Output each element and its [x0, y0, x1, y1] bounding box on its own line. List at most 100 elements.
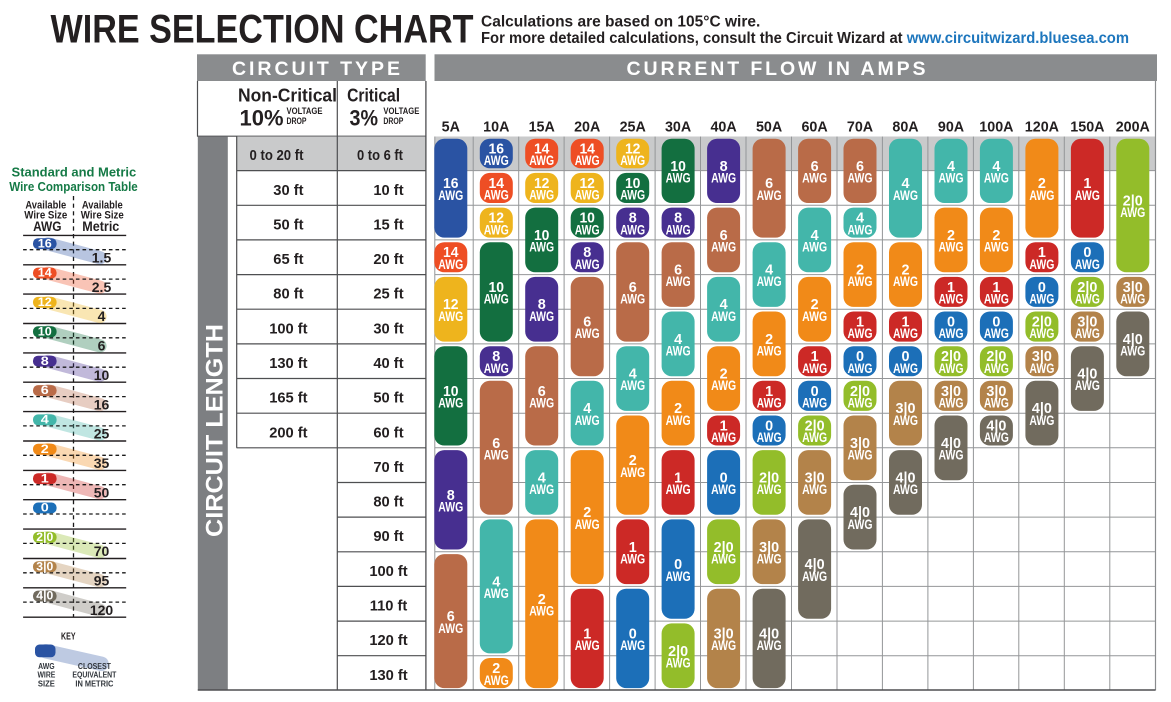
- svg-text:10%: 10%: [240, 105, 284, 130]
- svg-text:20 ft: 20 ft: [373, 252, 403, 268]
- svg-text:5A: 5A: [442, 120, 460, 136]
- svg-text:6: 6: [629, 279, 637, 296]
- svg-text:12: 12: [489, 210, 505, 227]
- svg-text:3|0: 3|0: [1032, 348, 1052, 365]
- svg-text:2|0: 2|0: [941, 348, 961, 365]
- svg-text:AWG: AWG: [711, 482, 736, 497]
- svg-text:35: 35: [94, 455, 110, 471]
- svg-text:2: 2: [902, 262, 910, 279]
- svg-text:70A: 70A: [847, 120, 873, 136]
- svg-text:10: 10: [489, 279, 505, 296]
- svg-text:80 ft: 80 ft: [373, 495, 403, 511]
- svg-text:AWG: AWG: [939, 292, 964, 307]
- svg-text:3|0: 3|0: [1123, 279, 1143, 296]
- svg-text:4: 4: [674, 331, 683, 348]
- svg-text:EQUIVALENT: EQUIVALENT: [72, 671, 116, 680]
- svg-text:AWG: AWG: [939, 240, 964, 255]
- svg-text:25 ft: 25 ft: [373, 287, 403, 303]
- svg-text:0: 0: [41, 503, 49, 515]
- svg-text:3|0: 3|0: [850, 435, 870, 452]
- svg-text:1: 1: [811, 348, 819, 365]
- svg-text:AWG: AWG: [575, 153, 600, 168]
- svg-text:10: 10: [670, 158, 686, 175]
- svg-text:CLOSEST: CLOSEST: [78, 662, 111, 671]
- svg-text:AWG: AWG: [484, 292, 509, 307]
- svg-text:AWG: AWG: [802, 240, 827, 255]
- svg-text:1: 1: [992, 279, 1000, 296]
- svg-text:90 ft: 90 ft: [373, 529, 403, 545]
- svg-text:AWG: AWG: [1029, 292, 1054, 307]
- svg-text:AWG: AWG: [802, 396, 827, 411]
- svg-text:AWG: AWG: [848, 326, 873, 341]
- svg-text:AWG: AWG: [575, 222, 600, 237]
- svg-text:80A: 80A: [892, 120, 918, 136]
- svg-text:AWG: AWG: [484, 222, 509, 237]
- svg-text:8: 8: [583, 244, 591, 261]
- svg-text:40A: 40A: [710, 120, 736, 136]
- svg-text:AWG: AWG: [438, 621, 463, 636]
- svg-text:2|0: 2|0: [1032, 314, 1052, 331]
- svg-text:VOLTAGE: VOLTAGE: [287, 106, 323, 116]
- svg-text:1: 1: [629, 539, 637, 556]
- svg-text:25: 25: [94, 426, 110, 442]
- svg-text:6: 6: [583, 314, 591, 331]
- svg-text:AWG: AWG: [620, 378, 645, 393]
- svg-text:6: 6: [811, 158, 819, 175]
- svg-text:6: 6: [720, 227, 728, 244]
- svg-text:AWG: AWG: [666, 482, 691, 497]
- svg-text:12: 12: [625, 141, 641, 158]
- svg-text:AWG: AWG: [984, 430, 1009, 445]
- svg-text:Wire Size: Wire Size: [81, 210, 124, 222]
- svg-text:30 ft: 30 ft: [273, 183, 303, 199]
- svg-text:100 ft: 100 ft: [369, 564, 407, 580]
- svg-text:65 ft: 65 ft: [273, 252, 303, 268]
- svg-text:AWG: AWG: [802, 309, 827, 324]
- svg-text:8: 8: [674, 210, 682, 227]
- svg-text:2: 2: [629, 452, 637, 469]
- svg-text:60A: 60A: [801, 120, 827, 136]
- svg-text:4: 4: [492, 573, 501, 590]
- svg-text:0: 0: [1083, 244, 1091, 261]
- svg-text:AWG: AWG: [575, 413, 600, 428]
- svg-text:AWG: AWG: [893, 326, 918, 341]
- svg-text:AWG: AWG: [438, 309, 463, 324]
- svg-text:4: 4: [856, 210, 865, 227]
- svg-text:10: 10: [625, 175, 641, 192]
- svg-text:50 ft: 50 ft: [373, 391, 403, 407]
- svg-text:AWG: AWG: [620, 552, 645, 567]
- svg-text:AWG: AWG: [666, 344, 691, 359]
- svg-text:AWG: AWG: [484, 188, 509, 203]
- svg-text:150A: 150A: [1070, 120, 1104, 136]
- svg-text:12: 12: [443, 296, 459, 313]
- svg-text:AWG: AWG: [893, 274, 918, 289]
- svg-text:2|0: 2|0: [986, 348, 1006, 365]
- svg-text:2|0: 2|0: [714, 539, 734, 556]
- svg-text:AWG: AWG: [711, 552, 736, 567]
- svg-text:AWG: AWG: [666, 413, 691, 428]
- svg-text:50A: 50A: [756, 120, 782, 136]
- svg-text:2: 2: [720, 366, 728, 383]
- svg-text:3|0: 3|0: [1077, 314, 1097, 331]
- svg-text:4|0: 4|0: [1123, 331, 1143, 348]
- svg-text:16: 16: [443, 175, 459, 192]
- svg-text:2: 2: [41, 444, 49, 456]
- svg-text:3|0: 3|0: [805, 470, 825, 487]
- svg-text:3%: 3%: [350, 105, 379, 130]
- svg-text:2: 2: [538, 591, 546, 608]
- svg-text:AWG: AWG: [848, 171, 873, 186]
- svg-text:AWG: AWG: [711, 430, 736, 445]
- svg-text:10 ft: 10 ft: [373, 183, 403, 199]
- svg-text:AWG: AWG: [666, 171, 691, 186]
- svg-text:AWG: AWG: [529, 240, 554, 255]
- svg-text:90A: 90A: [938, 120, 964, 136]
- svg-text:AWG: AWG: [802, 361, 827, 376]
- svg-text:AWG: AWG: [575, 188, 600, 203]
- svg-text:AWG: AWG: [893, 361, 918, 376]
- svg-text:4|0: 4|0: [850, 504, 870, 521]
- svg-text:AWG: AWG: [939, 396, 964, 411]
- svg-text:2: 2: [856, 262, 864, 279]
- svg-text:AWG: AWG: [802, 569, 827, 584]
- svg-text:130 ft: 130 ft: [269, 356, 307, 372]
- svg-text:VOLTAGE: VOLTAGE: [383, 106, 419, 116]
- svg-text:3|0: 3|0: [896, 400, 916, 417]
